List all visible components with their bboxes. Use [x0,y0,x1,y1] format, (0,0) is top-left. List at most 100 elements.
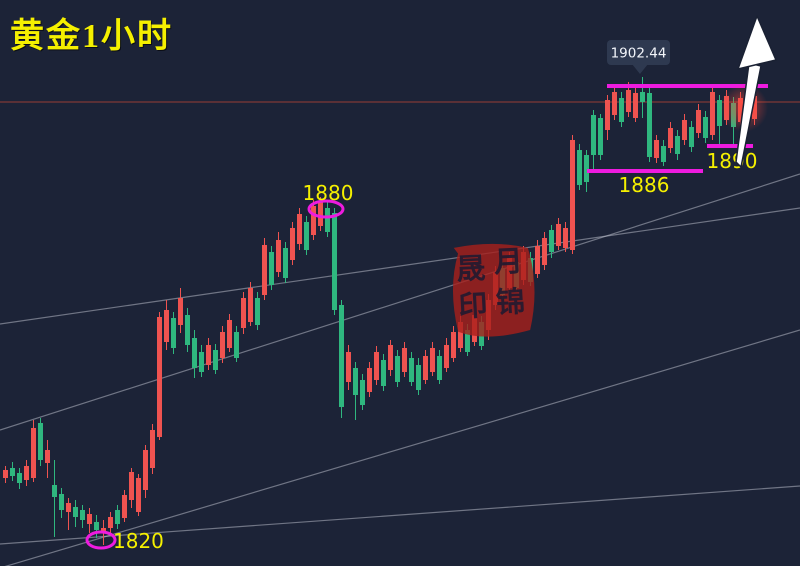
candle-body [94,522,99,530]
candle-body [535,246,540,274]
candle [115,505,120,529]
candle [353,362,358,420]
candle-body [318,202,323,226]
candle-body [409,358,414,382]
candle [416,358,421,395]
candle [10,462,15,481]
candle-body [136,478,141,512]
candle [346,345,351,390]
candle-body [297,214,302,244]
candle [325,200,330,237]
candle-body [17,473,22,483]
candle-body [38,423,43,460]
price-labels-layer: 1880 1820 1886 1890 [113,149,757,553]
candle-body [206,345,211,365]
candle-body [423,356,428,380]
candle [535,240,540,278]
seal-stamp: 晟月印锦 [453,244,535,337]
candle [206,338,211,370]
candle [598,114,603,160]
candle [24,460,29,486]
candle-body [703,117,708,138]
candle [367,362,372,397]
candle-body [73,507,78,517]
candle-body [80,510,85,520]
candle [297,208,302,250]
candle [661,140,666,166]
candle [381,354,386,391]
ellipse-marker-1 [85,530,117,550]
candle-body [556,224,561,246]
callout-box [607,40,670,65]
trendline-2 [0,485,800,545]
candle [556,218,561,250]
candle-body [689,127,694,147]
candle-body [192,338,197,368]
candle-body [178,298,183,325]
candle [332,208,337,315]
candle [549,225,554,258]
candle [451,326,456,362]
candle-body [31,428,36,478]
candle-body [696,110,701,133]
candle [710,88,715,140]
candle [178,288,183,333]
candle [192,330,197,378]
candle [255,292,260,330]
candle [241,292,246,334]
candle-body [199,352,204,372]
candle-body [45,450,50,463]
candle [31,420,36,482]
candle-body [388,345,393,370]
candle-body [675,136,680,154]
candle-body [346,352,351,382]
seal-character: 月 [492,244,524,280]
candle [374,346,379,385]
candle-body [304,222,309,250]
candle [675,130,680,160]
candle-body [430,348,435,372]
candle [423,350,428,384]
price-callout: 1902.44 [607,40,670,74]
candle-body [248,288,253,322]
candle [290,222,295,265]
candle [640,77,645,118]
trendline-1 [0,207,800,325]
candle [52,460,57,537]
candle [339,300,344,418]
candle-body [227,320,232,348]
candle [542,232,547,270]
candle-body [668,128,673,148]
candle-body [395,356,400,382]
candle-body [150,430,155,468]
candle-body [451,332,456,358]
candle [73,500,78,527]
candle [122,490,127,522]
candle-body [458,322,463,348]
candle [283,242,288,283]
candle-body [591,115,596,155]
price-label: 1880 [303,181,354,205]
candle-body [269,252,274,285]
candle-body [437,356,442,380]
candle [654,135,659,163]
candle-body [640,92,645,102]
candle-body [612,92,617,115]
candle [430,342,435,376]
candle-body [402,348,407,372]
candle [143,445,148,498]
up-arrow [735,15,777,168]
candle [248,282,253,326]
candle-body [416,365,421,390]
candle-body [10,468,15,476]
candle-body [24,466,29,480]
candle [59,488,64,518]
ellipse-markers-layer [85,199,345,550]
candles-layer [3,77,757,545]
candle [633,84,638,122]
candle [311,200,316,240]
candle-body [577,150,582,185]
candle [136,474,141,516]
candle [703,111,708,143]
